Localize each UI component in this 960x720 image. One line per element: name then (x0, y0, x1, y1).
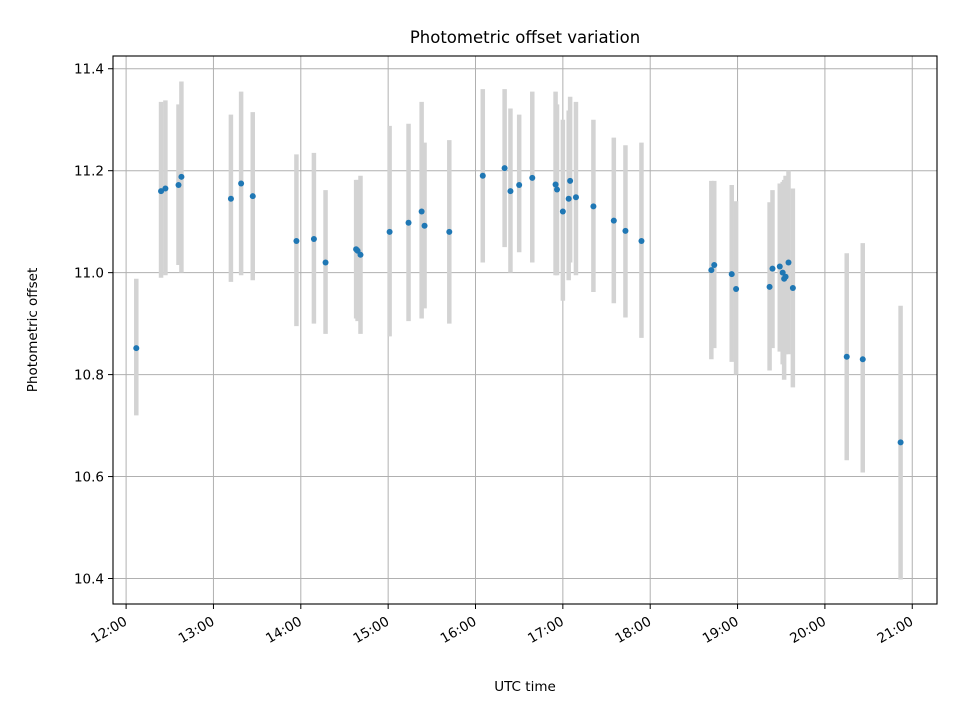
x-tick-label: 17:00 (525, 614, 567, 647)
data-point (310, 236, 317, 243)
data-point (590, 203, 597, 210)
data-point (516, 181, 523, 188)
data-point (622, 227, 629, 234)
data-point (567, 177, 574, 184)
y-tick-label: 11.2 (74, 164, 104, 180)
y-tick-label: 11.4 (74, 62, 104, 78)
chart-title: Photometric offset variation (410, 28, 640, 47)
data-point (708, 267, 715, 274)
data-point (610, 217, 617, 224)
data-point (859, 356, 866, 363)
plot-background (113, 56, 937, 604)
data-point (405, 219, 412, 226)
data-point (529, 174, 536, 181)
y-tick-label: 10.4 (74, 572, 104, 588)
plot-frame (112, 55, 938, 605)
data-point (501, 165, 508, 172)
x-tick-label: 15:00 (350, 614, 392, 647)
x-tick-label: 19:00 (700, 614, 742, 647)
x-tick-label: 20:00 (787, 614, 829, 647)
x-axis-ticks: 12:00 13:00 14:00 15:00 16:00 17:00 18:00 19:00… (88, 604, 916, 647)
data-point (322, 259, 329, 266)
data-point (446, 228, 453, 235)
data-point (421, 222, 428, 229)
data-point (782, 273, 789, 280)
data-point (766, 283, 773, 290)
data-point (479, 172, 486, 179)
data-point (559, 208, 566, 215)
y-tick-label: 10.8 (74, 368, 104, 384)
data-point (769, 265, 776, 272)
data-point (552, 181, 559, 188)
data-point (418, 208, 425, 215)
data-point (178, 173, 185, 180)
data-point (728, 271, 735, 278)
data-point (293, 238, 300, 245)
data-point (843, 353, 850, 360)
data-point (733, 285, 740, 292)
data-point (386, 228, 393, 235)
y-tick-label: 10.6 (74, 470, 104, 486)
data-point (158, 188, 165, 195)
x-tick-label: 21:00 (875, 614, 917, 647)
data-point (789, 284, 796, 291)
y-tick-label: 11.0 (74, 266, 104, 282)
x-tick-label: 13:00 (176, 614, 218, 647)
data-point (897, 439, 904, 446)
data-point (572, 194, 579, 201)
data-point (711, 262, 718, 269)
data-point (175, 181, 182, 188)
x-axis-label: UTC time (494, 679, 556, 695)
y-axis-label: Photometric offset (25, 268, 41, 392)
data-point (133, 345, 140, 352)
data-point (638, 238, 645, 245)
data-point (227, 195, 234, 202)
data-point (776, 263, 783, 270)
data-points (133, 165, 904, 446)
data-point (785, 259, 792, 266)
y-axis-ticks: 10.4 10.6 10.8 11.0 11.2 11.4 (74, 62, 113, 588)
x-tick-label: 18:00 (613, 614, 655, 647)
data-point (238, 180, 245, 187)
data-point (249, 193, 256, 200)
data-point (162, 185, 169, 192)
data-point (554, 186, 561, 193)
x-tick-label: 14:00 (263, 614, 305, 647)
data-point (565, 195, 572, 202)
data-point (507, 188, 514, 195)
x-tick-label: 12:00 (88, 614, 130, 647)
x-tick-label: 16:00 (438, 614, 480, 647)
data-point (357, 251, 364, 258)
